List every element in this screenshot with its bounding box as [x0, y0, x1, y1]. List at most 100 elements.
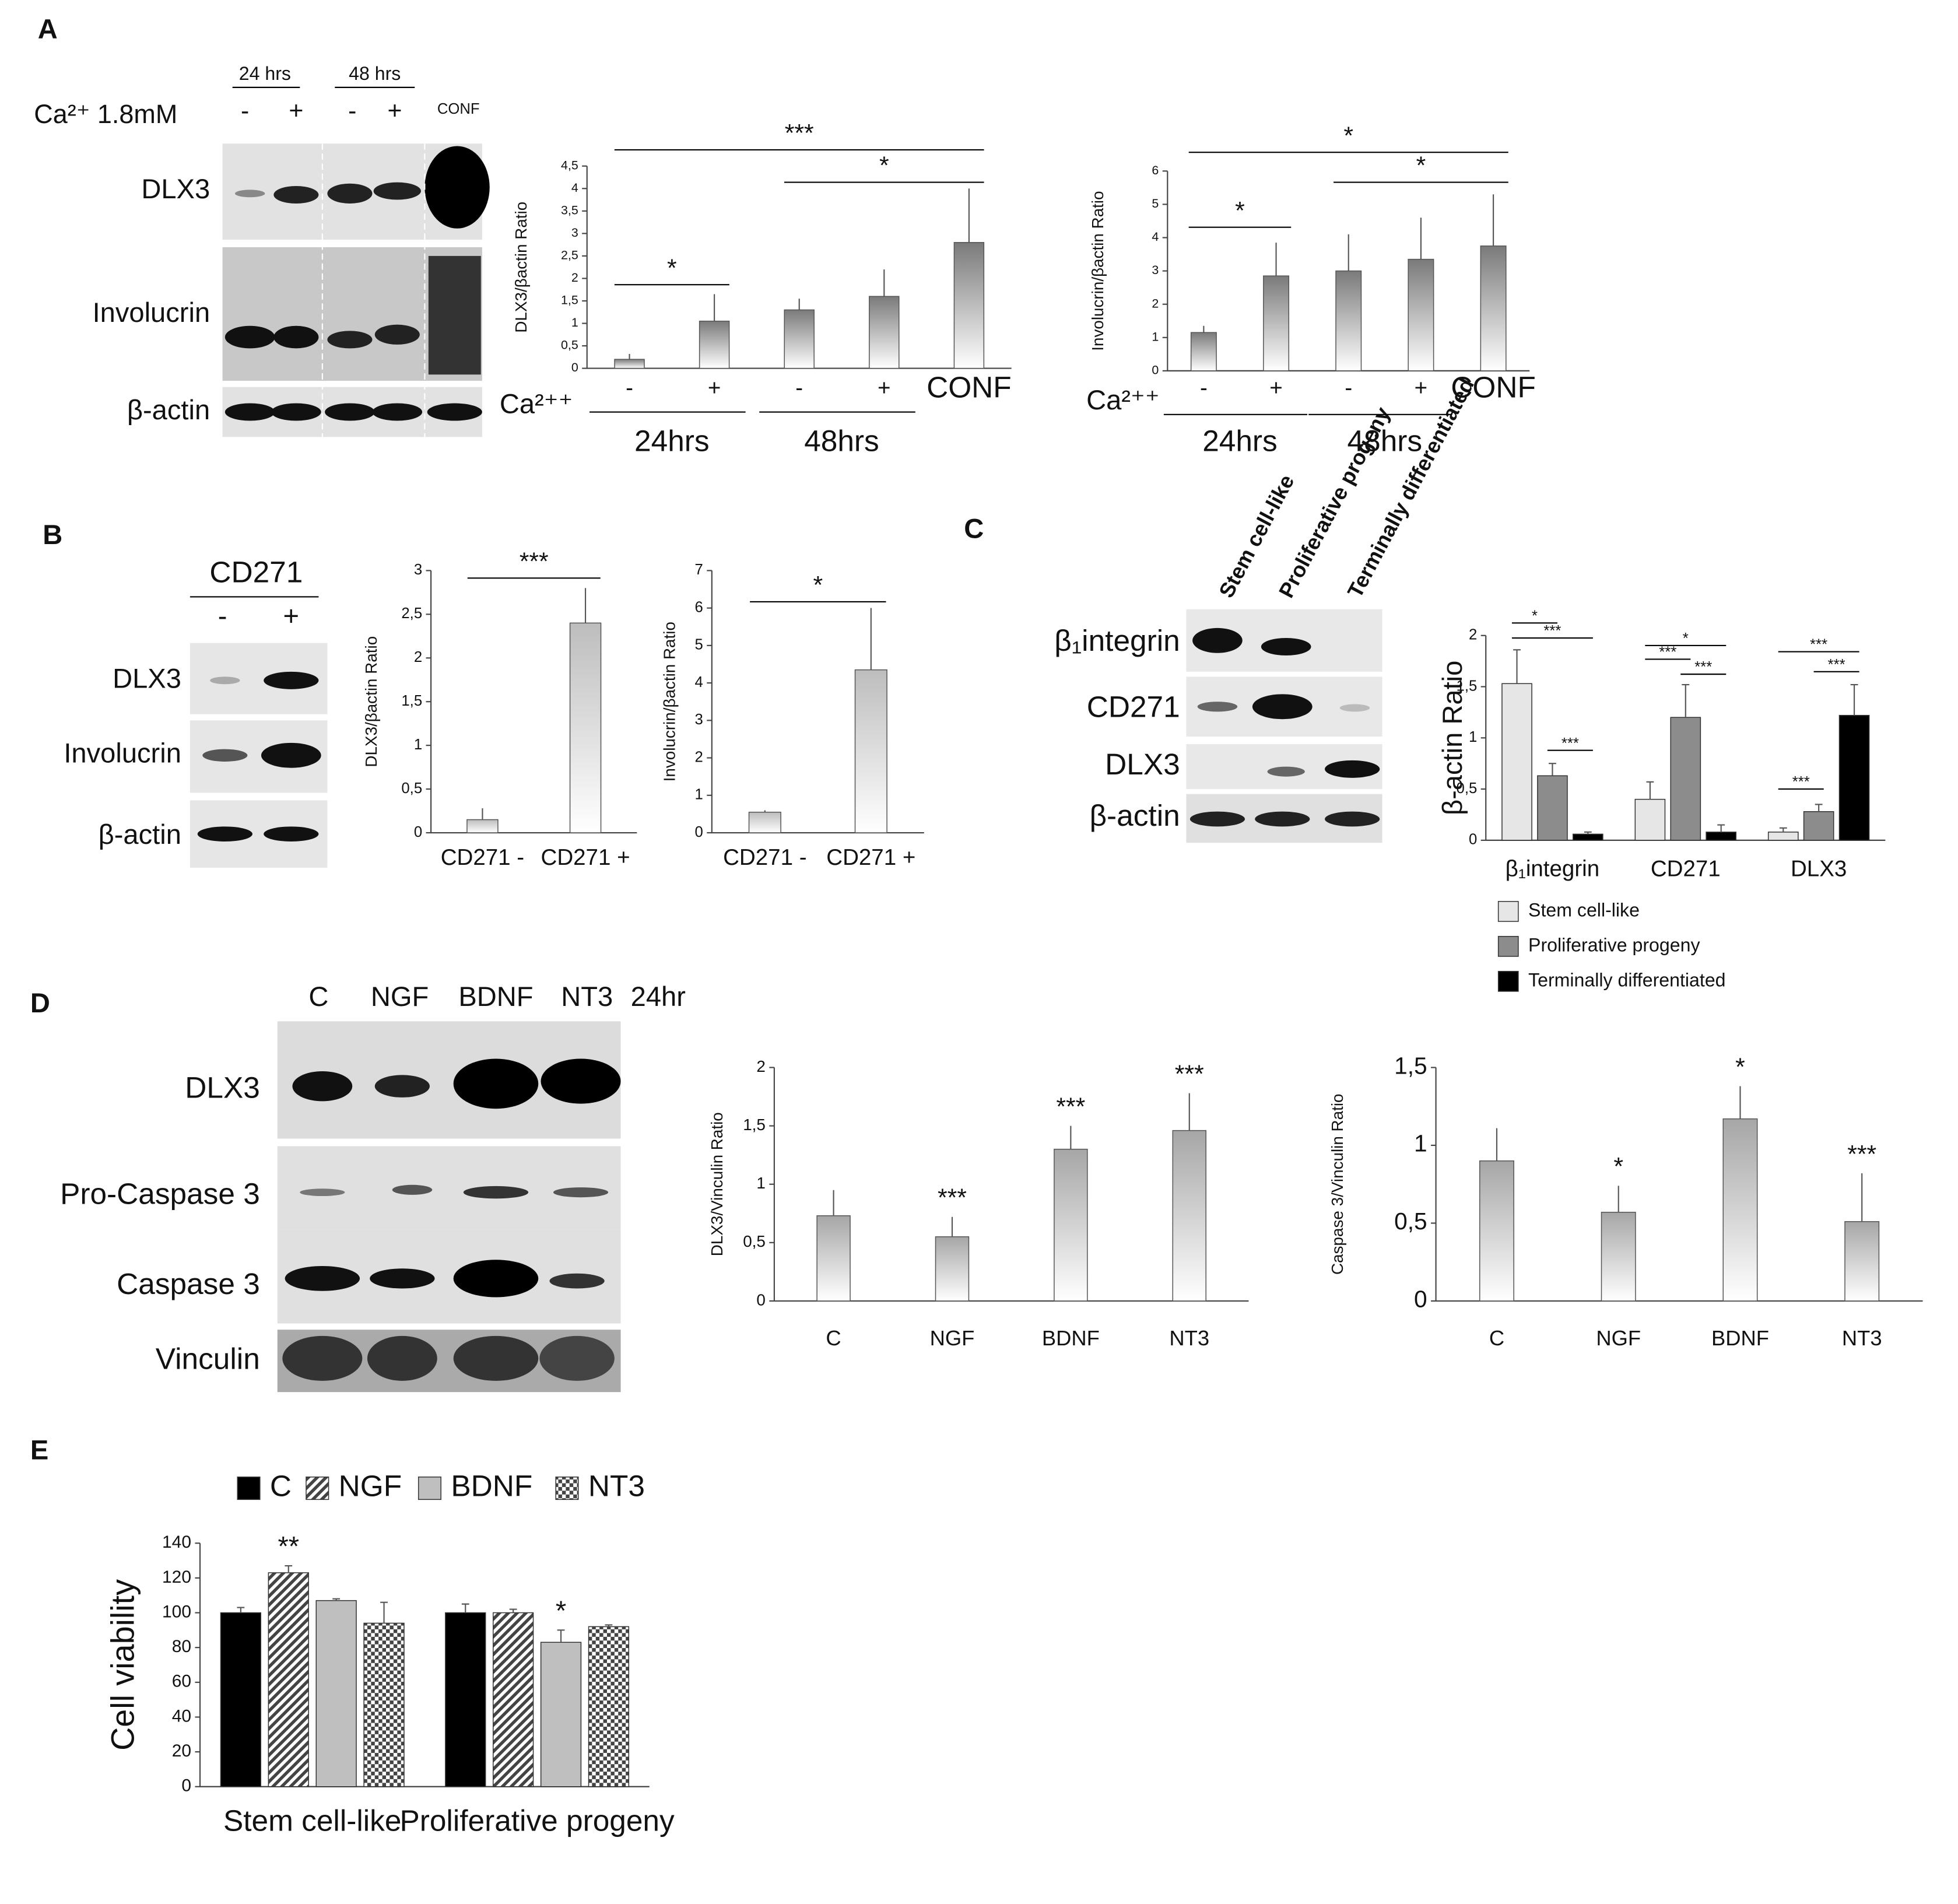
error-bar [1584, 831, 1592, 834]
y-axis-label: Involucrin/βactin Ratio [1089, 191, 1107, 350]
bracket-label: * [879, 152, 889, 180]
y-tick-label: 2 [414, 649, 422, 665]
treatment-label: Ca²⁺ 1.8mM [34, 99, 177, 129]
bar [1601, 1212, 1636, 1302]
y-tick-label: 4 [1152, 230, 1159, 244]
row-label: Vinculin [156, 1341, 260, 1375]
row-label: DLX3 [113, 662, 181, 693]
x-tick-label: BDNF [1711, 1326, 1769, 1350]
x-tick-label: CD271 [1651, 856, 1721, 881]
y-tick-label: 2 [1469, 627, 1477, 643]
x-axis-label: Ca²⁺⁺ [500, 388, 573, 419]
x-tick-label: BDNF [1042, 1326, 1100, 1350]
bar [1335, 270, 1362, 371]
x-tick-label: β₁integrin [1506, 856, 1599, 881]
bar [569, 622, 602, 833]
bracket-label: * [813, 571, 823, 599]
y-tick-label: 120 [162, 1568, 191, 1587]
lane-label: 24hr [631, 981, 686, 1012]
x-tick-label: CD271 - [723, 845, 806, 870]
y-tick-label: 4,5 [561, 158, 578, 172]
x-tick-label: + [878, 376, 891, 401]
legend-swatch [555, 1477, 579, 1500]
lane-label: + [388, 97, 402, 125]
x-tick-label: + [708, 376, 721, 401]
x-tick-label: C [826, 1326, 841, 1350]
legend-swatch [237, 1477, 261, 1500]
bracket-label: * [1683, 630, 1689, 647]
bracket-label: *** [785, 120, 814, 148]
row-label: β-actin [127, 394, 210, 425]
bar [1767, 832, 1799, 841]
bar [1634, 798, 1666, 841]
y-tick-label: 80 [172, 1637, 191, 1656]
y-tick-label: 5 [695, 637, 703, 653]
y-tick-label: 1 [414, 737, 422, 753]
y-tick-label: 1 [1469, 729, 1477, 745]
error-bar [557, 1629, 565, 1643]
bracket-label: *** [1792, 774, 1810, 790]
significance: * [1735, 1053, 1745, 1081]
legend-label: Stem cell-like [1528, 899, 1640, 920]
bar [935, 1236, 970, 1302]
row-label: DLX3 [185, 1071, 260, 1104]
bracket-label: *** [1810, 637, 1827, 653]
legend-swatch [1497, 935, 1519, 957]
bar [816, 1215, 851, 1302]
error-bar [237, 1607, 245, 1613]
lane-label: - [218, 600, 227, 631]
error-bar [1513, 649, 1521, 684]
y-tick-label: 3 [1152, 263, 1159, 277]
y-tick-label: 2 [1152, 296, 1159, 310]
y-tick-label: 0 [1152, 363, 1159, 377]
lane-label: + [283, 600, 300, 631]
error-bar [1717, 824, 1725, 832]
error-bar [1548, 763, 1556, 776]
legend-swatch [417, 1477, 441, 1500]
time-label: 24 hrs [239, 63, 291, 84]
legend-label: NGF [339, 1469, 402, 1503]
bar [220, 1612, 262, 1787]
error-bar [1682, 683, 1690, 718]
row-label: Involucrin [93, 297, 210, 328]
blot-b: CD271 - + DLX3 Involucrin β-actin [64, 555, 328, 868]
bracket-label: * [1532, 608, 1538, 624]
y-tick-label: 2 [571, 271, 578, 285]
bar [953, 242, 985, 369]
y-tick-label: 0,5 [1457, 780, 1478, 797]
blot-header: CD271 [209, 555, 303, 588]
bar [1572, 833, 1603, 841]
x-tick-label: + [1269, 376, 1283, 401]
bracket-label: * [1343, 122, 1353, 150]
x-tick-label: Stem cell-like [223, 1803, 401, 1837]
significance: ** [278, 1530, 299, 1561]
legend-swatch [306, 1477, 329, 1500]
y-tick-label: 1,5 [561, 293, 578, 307]
bar [1263, 275, 1290, 371]
bar [493, 1612, 534, 1787]
y-tick-label: 1 [1152, 329, 1159, 343]
legend-label: NT3 [588, 1469, 645, 1503]
y-tick-label: 4 [695, 674, 703, 690]
row-label: Caspase 3 [117, 1267, 260, 1300]
y-tick-label: 0 [181, 1776, 191, 1796]
significance: *** [1175, 1060, 1204, 1088]
group-label: 24hrs [1202, 424, 1278, 458]
error-bar [1850, 683, 1858, 716]
lane-label: - [241, 97, 249, 125]
y-tick-label: 0 [1469, 832, 1477, 848]
bar [1537, 775, 1568, 841]
y-axis-label: DLX3/βactin Ratio [362, 636, 380, 767]
y-tick-label: 100 [162, 1602, 191, 1621]
x-tick-label: DLX3 [1791, 856, 1847, 881]
y-tick-label: 0 [571, 360, 578, 374]
y-tick-label: 2,5 [401, 605, 422, 622]
y-tick-label: 4 [571, 181, 578, 195]
group-label: 48hrs [1348, 424, 1423, 458]
y-tick-label: 3 [695, 711, 703, 728]
x-tick-label: Proliferative progeny [399, 1803, 674, 1837]
panel-label: E [30, 1434, 48, 1465]
error-bar [509, 1608, 517, 1613]
